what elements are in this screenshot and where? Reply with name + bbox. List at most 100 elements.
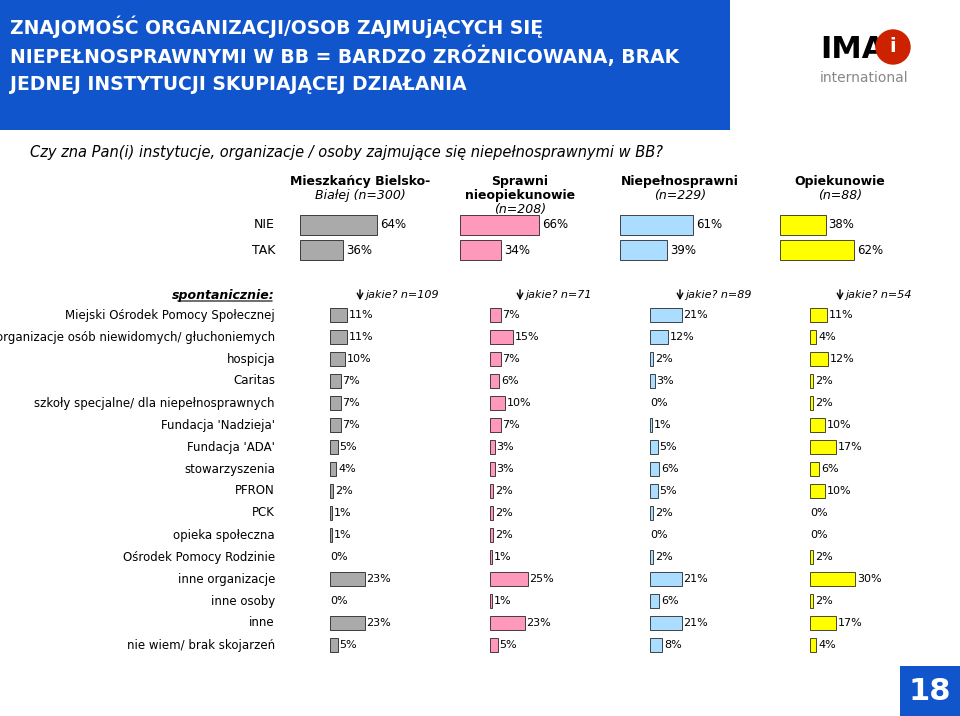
Text: jakie? n=109: jakie? n=109 xyxy=(365,290,439,300)
FancyBboxPatch shape xyxy=(330,484,333,498)
Text: 2%: 2% xyxy=(495,530,513,540)
Text: inne osoby: inne osoby xyxy=(211,594,275,607)
Text: 0%: 0% xyxy=(330,552,348,562)
FancyBboxPatch shape xyxy=(490,462,494,476)
FancyBboxPatch shape xyxy=(330,396,341,410)
FancyBboxPatch shape xyxy=(810,308,827,322)
Text: 4%: 4% xyxy=(818,332,836,342)
Text: 10%: 10% xyxy=(827,486,852,496)
Text: Ośrodek Pomocy Rodzinie: Ośrodek Pomocy Rodzinie xyxy=(123,551,275,563)
Text: 30%: 30% xyxy=(857,574,881,584)
Text: 11%: 11% xyxy=(348,332,373,342)
FancyBboxPatch shape xyxy=(330,418,341,432)
Text: 0%: 0% xyxy=(810,508,828,518)
FancyBboxPatch shape xyxy=(330,352,345,366)
Text: 10%: 10% xyxy=(347,354,372,364)
FancyBboxPatch shape xyxy=(650,594,659,608)
Text: 2%: 2% xyxy=(335,486,352,496)
Text: 3%: 3% xyxy=(496,442,515,452)
Text: Mieszkańcy Bielsko-: Mieszkańcy Bielsko- xyxy=(290,175,430,188)
FancyBboxPatch shape xyxy=(490,528,493,542)
Text: 5%: 5% xyxy=(660,486,677,496)
FancyBboxPatch shape xyxy=(650,616,682,630)
Text: 6%: 6% xyxy=(661,464,679,474)
Text: 0%: 0% xyxy=(330,596,348,606)
Text: (n=229): (n=229) xyxy=(654,189,706,202)
Text: 23%: 23% xyxy=(526,618,551,628)
Text: Czy zna Pan(i) instytucje, organizacje / osoby zajmujące się niepełnosprawnymi w: Czy zna Pan(i) instytucje, organizacje /… xyxy=(30,145,663,160)
Text: organizacje osób niewidomych/ głuchoniemych: organizacje osób niewidomych/ głuchoniem… xyxy=(0,331,275,344)
Text: 7%: 7% xyxy=(502,354,520,364)
Text: 36%: 36% xyxy=(347,243,372,256)
FancyBboxPatch shape xyxy=(490,418,500,432)
FancyBboxPatch shape xyxy=(0,0,730,130)
Text: 2%: 2% xyxy=(655,552,673,562)
Text: inne organizacje: inne organizacje xyxy=(178,573,275,586)
Text: nieopiekunowie: nieopiekunowie xyxy=(465,189,575,202)
Text: 2%: 2% xyxy=(815,398,832,408)
Text: 21%: 21% xyxy=(684,310,708,320)
FancyBboxPatch shape xyxy=(330,330,347,344)
Text: Fundacja 'ADA': Fundacja 'ADA' xyxy=(187,440,275,453)
FancyBboxPatch shape xyxy=(620,215,693,235)
FancyBboxPatch shape xyxy=(900,666,960,716)
Text: inne: inne xyxy=(250,616,275,629)
Text: 21%: 21% xyxy=(684,618,708,628)
FancyBboxPatch shape xyxy=(300,240,344,260)
Text: ZNAJOMOŚĆ ORGANIZACJI/OSOB ZAJMUjĄCYCH SIĘ: ZNAJOMOŚĆ ORGANIZACJI/OSOB ZAJMUjĄCYCH S… xyxy=(10,15,543,37)
Text: 4%: 4% xyxy=(338,464,356,474)
Text: 1%: 1% xyxy=(493,596,511,606)
Text: 17%: 17% xyxy=(837,618,862,628)
Text: spontanicznie:: spontanicznie: xyxy=(172,289,275,301)
Text: 8%: 8% xyxy=(664,640,682,650)
Text: 2%: 2% xyxy=(655,354,673,364)
FancyBboxPatch shape xyxy=(490,308,500,322)
FancyBboxPatch shape xyxy=(460,215,540,235)
Text: Białej (n=300): Białej (n=300) xyxy=(315,189,405,202)
Text: NIEPEŁNOSPRAWNYMI W BB = BARDZO ZRÓŻNICOWANA, BRAK: NIEPEŁNOSPRAWNYMI W BB = BARDZO ZRÓŻNICO… xyxy=(10,45,679,67)
Text: NIE: NIE xyxy=(254,218,275,231)
FancyBboxPatch shape xyxy=(490,330,513,344)
Text: opieka społeczna: opieka społeczna xyxy=(174,528,275,541)
Text: 11%: 11% xyxy=(828,310,853,320)
Text: 38%: 38% xyxy=(828,218,854,231)
Text: 12%: 12% xyxy=(670,332,695,342)
FancyBboxPatch shape xyxy=(780,240,854,260)
Text: 25%: 25% xyxy=(530,574,554,584)
FancyBboxPatch shape xyxy=(650,550,653,564)
FancyBboxPatch shape xyxy=(810,594,813,608)
FancyBboxPatch shape xyxy=(810,638,816,652)
Text: 17%: 17% xyxy=(837,442,862,452)
Text: 2%: 2% xyxy=(655,508,673,518)
FancyBboxPatch shape xyxy=(620,240,667,260)
FancyBboxPatch shape xyxy=(490,572,527,586)
FancyBboxPatch shape xyxy=(810,374,813,388)
FancyBboxPatch shape xyxy=(810,572,855,586)
Text: 7%: 7% xyxy=(343,420,360,430)
FancyBboxPatch shape xyxy=(490,616,524,630)
Text: nie wiem/ brak skojarzeń: nie wiem/ brak skojarzeń xyxy=(127,639,275,652)
Text: Niepełnosprawni: Niepełnosprawni xyxy=(621,175,739,188)
FancyBboxPatch shape xyxy=(650,462,659,476)
Text: szkoły specjalne/ dla niepełnosprawnych: szkoły specjalne/ dla niepełnosprawnych xyxy=(35,397,275,410)
FancyBboxPatch shape xyxy=(810,440,835,454)
Text: JEDNEJ INSTYTUCJI SKUPIAJĄCEJ DZIAŁANIA: JEDNEJ INSTYTUCJI SKUPIAJĄCEJ DZIAŁANIA xyxy=(10,75,467,94)
Text: 4%: 4% xyxy=(818,640,836,650)
Text: 3%: 3% xyxy=(657,376,674,386)
FancyBboxPatch shape xyxy=(330,572,365,586)
FancyBboxPatch shape xyxy=(650,308,682,322)
Text: i: i xyxy=(890,37,897,57)
Text: 7%: 7% xyxy=(502,420,520,430)
FancyBboxPatch shape xyxy=(810,484,825,498)
Text: 11%: 11% xyxy=(348,310,373,320)
Text: PCK: PCK xyxy=(252,506,275,520)
Circle shape xyxy=(876,30,910,64)
FancyBboxPatch shape xyxy=(780,215,826,235)
Text: Fundacja 'Nadzieja': Fundacja 'Nadzieja' xyxy=(161,418,275,432)
FancyBboxPatch shape xyxy=(650,418,652,432)
Text: 10%: 10% xyxy=(507,398,532,408)
FancyBboxPatch shape xyxy=(490,352,500,366)
Text: jakie? n=89: jakie? n=89 xyxy=(685,290,752,300)
FancyBboxPatch shape xyxy=(650,330,668,344)
FancyBboxPatch shape xyxy=(810,330,816,344)
